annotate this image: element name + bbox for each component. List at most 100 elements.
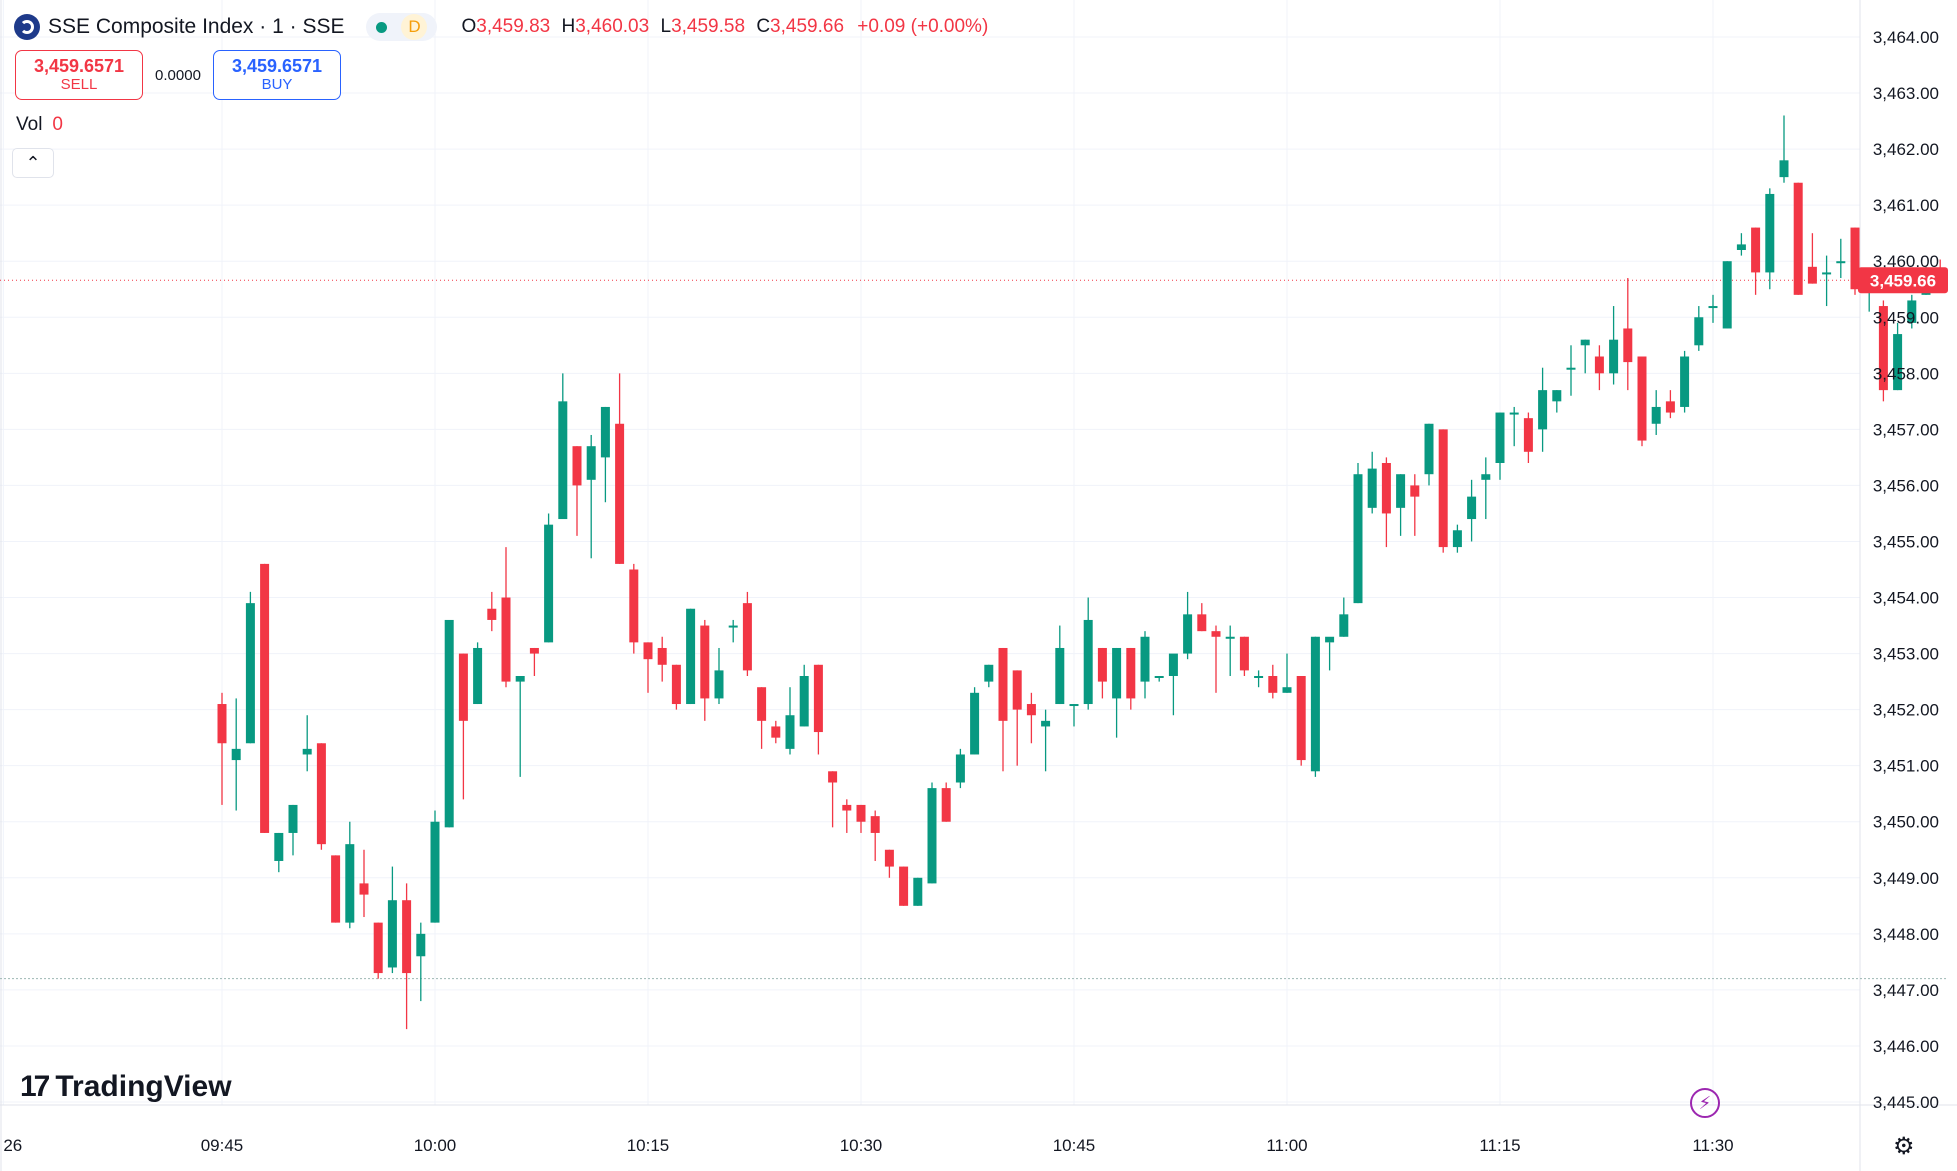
candle-body [529,647,539,654]
tradingview-wordmark: TradingView [55,1070,232,1103]
volume-legend[interactable]: Vol 0 [16,114,63,136]
candle-body [373,922,383,974]
candle [1239,636,1249,676]
delayed-data-badge[interactable]: D [401,14,428,40]
candle-body [771,726,781,738]
candle [1339,597,1349,637]
candle [387,866,397,974]
candle [1026,692,1036,744]
sell-button[interactable]: 3,459.6571 SELL [15,50,143,100]
candle-body [728,625,738,628]
candle-body [274,832,284,861]
price-tick-label: 3,454.00 [1873,589,1939,608]
candle [785,687,795,755]
candle [359,849,369,918]
candle [1523,412,1533,463]
candle [1012,670,1022,766]
buy-button[interactable]: 3,459.6571 BUY [213,50,341,100]
symbol-title[interactable]: SSE Composite Index · 1 · SSE [48,15,345,38]
candle [899,866,909,906]
sell-price: 3,459.6571 [33,56,125,76]
candle-body [1310,636,1320,772]
candle-body [359,883,369,895]
volume-value: 0 [52,114,63,135]
candle [260,563,270,833]
candle [1907,294,1917,329]
price-tick-label: 3,460.00 [1873,252,1939,271]
candle [1538,367,1548,452]
price-tick-label: 3,452.00 [1873,701,1939,720]
time-tick-label: 10:30 [840,1136,883,1155]
candle [1893,322,1903,391]
candle [1609,306,1619,385]
candle-body [430,821,440,923]
candle-body [1637,356,1647,441]
candle-body [1495,412,1505,463]
last-price-badge: 3,459.66 [1858,267,1948,294]
candle [1396,474,1406,536]
chart-legend: SSE Composite Index · 1 · SSE D O3,459.8… [14,12,988,42]
candle [1680,350,1690,413]
candle-body [515,676,525,682]
candle-body [302,748,312,755]
candle-body [870,816,880,833]
candle [1353,463,1363,604]
candle-body [473,647,483,705]
price-tick-label: 3,448.00 [1873,925,1939,944]
candle-body [1609,339,1619,374]
candle [1268,664,1278,699]
candle-body [1239,636,1249,671]
collapse-legend-button[interactable]: ⌃ [12,148,54,178]
candle-body [1822,272,1832,275]
time-tick-label: 09:45 [201,1136,244,1155]
price-tick-label: 3,449.00 [1873,869,1939,888]
candle [1637,356,1647,447]
candle [302,715,312,772]
last-price-badge-label: 3,459.66 [1870,271,1936,290]
candle [458,653,468,800]
candle-body [657,647,667,665]
candle [1183,591,1193,660]
close-value: 3,459.66 [770,16,845,37]
candle [742,591,752,676]
time-tick-label: 26 [3,1136,22,1155]
candle-body [1140,636,1150,682]
price-tick-label: 3,445.00 [1873,1093,1939,1112]
candle-body [1523,418,1533,452]
candle-body [1850,227,1860,290]
candle [331,855,341,923]
candle-body [1211,631,1221,637]
low-value: 3,459.58 [671,16,746,37]
candle-body [1751,227,1761,273]
tradingview-logo[interactable]: 17 TradingView [20,1070,232,1104]
candle [913,877,923,906]
candle [1282,653,1292,693]
candle-body [1680,356,1690,407]
candle-body [487,608,497,620]
candle [615,373,625,564]
candle-body [1566,367,1576,370]
candle-body [1396,474,1406,508]
price-tick-label: 3,458.00 [1873,364,1939,383]
candle-body [1836,261,1846,264]
candle [1878,300,1888,402]
candle-body [1296,676,1306,761]
sell-label: SELL [60,76,98,93]
candle [600,406,610,503]
buy-label: BUY [261,76,293,93]
candle [1807,233,1817,284]
market-status[interactable]: D [366,13,438,41]
candle [884,849,894,878]
candle [828,771,838,828]
candle-body [1694,317,1704,346]
candle [1097,647,1107,699]
candle-body [1410,485,1420,497]
candle [941,782,951,822]
settings-gear-icon[interactable]: ⚙ [1893,1133,1915,1160]
candle-body [1012,670,1022,710]
candle-body [1580,339,1590,346]
lightning-icon[interactable]: ⚡︎ [1690,1088,1720,1118]
